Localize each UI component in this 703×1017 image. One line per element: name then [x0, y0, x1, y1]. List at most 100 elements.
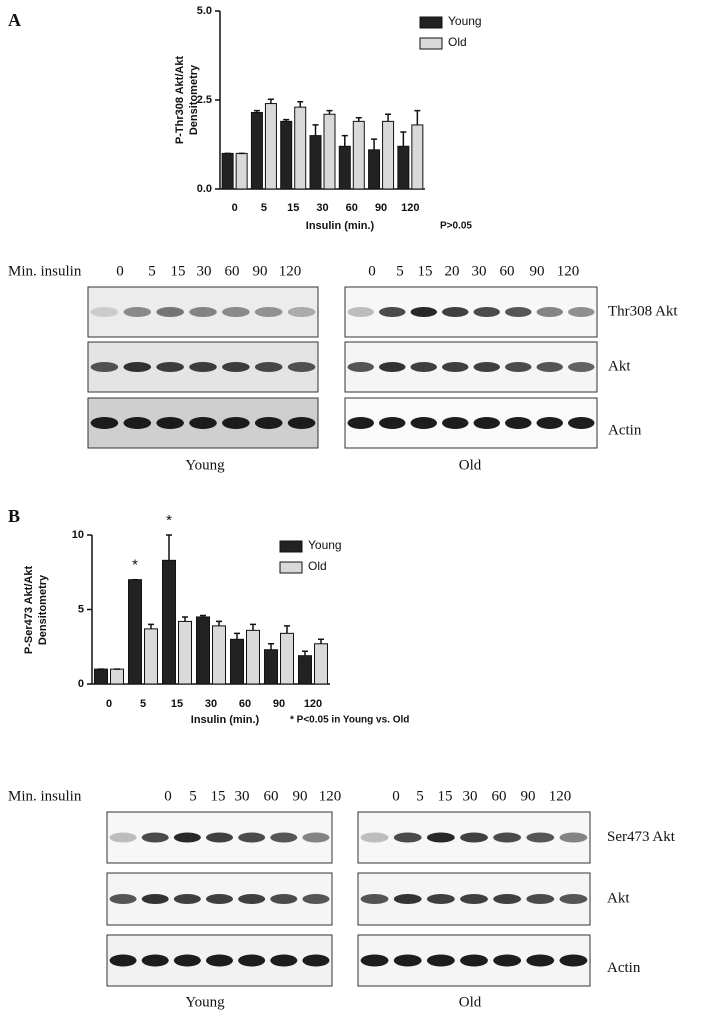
- y-tick-label: 5: [78, 603, 84, 615]
- lane-label: 0: [164, 788, 172, 804]
- lane-label: 120: [319, 788, 342, 804]
- lane-label: 30: [463, 788, 478, 804]
- error-bar: [326, 109, 333, 115]
- blot-band: [410, 417, 437, 429]
- blot-band: [379, 362, 406, 372]
- blot-band: [460, 954, 488, 967]
- bar: [264, 649, 278, 685]
- blot-band: [287, 362, 316, 372]
- blot-band: [189, 417, 217, 429]
- blot-band: [426, 832, 455, 843]
- bar: [221, 152, 234, 190]
- bar: [264, 103, 277, 190]
- lane-label: 90: [530, 263, 545, 279]
- blot-band: [460, 832, 488, 843]
- bar: [323, 113, 336, 190]
- error-bar: [166, 534, 172, 561]
- y-tick-label: 0.0: [197, 183, 212, 195]
- y-tick-label: 10: [72, 529, 84, 541]
- blot-band: [238, 954, 266, 967]
- y-tick-label: 2.5: [197, 94, 212, 106]
- blot-band: [90, 362, 119, 372]
- error-bar: [302, 650, 308, 656]
- blot-band: [505, 362, 532, 372]
- blot-band: [141, 894, 169, 904]
- x-tick-label: 90: [375, 202, 387, 214]
- bar: [235, 152, 248, 190]
- blot-band: [493, 832, 522, 843]
- bar: [162, 559, 176, 685]
- blot-band: [493, 894, 522, 904]
- blot-band: [173, 832, 201, 843]
- blot-band: [109, 832, 137, 843]
- error-bar: [200, 614, 206, 617]
- blot-band: [360, 894, 389, 904]
- blot-band: [90, 307, 119, 317]
- blot-band: [222, 362, 250, 372]
- x-tick-label: 120: [304, 698, 322, 710]
- y-axis-label: Densitometry: [188, 64, 200, 135]
- error-bar: [234, 632, 240, 640]
- legend-label: Old: [308, 559, 327, 573]
- group-label: Old: [459, 994, 482, 1010]
- blot-band: [254, 307, 283, 317]
- row-label: Akt: [608, 358, 631, 374]
- blot-band: [360, 954, 389, 967]
- legend-label: Old: [448, 35, 467, 49]
- panel-label: B: [8, 506, 20, 526]
- blot-band: [493, 954, 522, 967]
- bar: [110, 668, 124, 685]
- blot-band: [302, 894, 330, 904]
- lane-label: 120: [557, 263, 580, 279]
- error-bar: [267, 98, 274, 104]
- y-tick-label: 0: [78, 678, 84, 690]
- row-label: Actin: [608, 422, 642, 438]
- legend-label: Young: [448, 14, 482, 28]
- blot-band: [526, 894, 555, 904]
- error-bar: [253, 109, 260, 113]
- blot-band: [287, 307, 316, 317]
- annotation: *: [166, 512, 172, 529]
- bar: [128, 579, 142, 685]
- blot-band: [141, 832, 169, 843]
- x-tick-label: 30: [205, 698, 217, 710]
- blot-band: [254, 417, 283, 429]
- x-tick-label: 0: [106, 698, 112, 710]
- error-bar: [371, 138, 378, 150]
- blot-band: [393, 954, 422, 967]
- bar: [230, 638, 244, 685]
- lane-label: 5: [148, 263, 156, 279]
- group-label: Young: [185, 994, 225, 1010]
- blot-band: [222, 307, 250, 317]
- blot-band: [568, 307, 595, 317]
- y-axis-label: Densitometry: [37, 574, 49, 645]
- blot-band: [347, 362, 374, 372]
- blot-band: [426, 894, 455, 904]
- blot-band: [189, 362, 217, 372]
- error-bar: [216, 620, 222, 626]
- bar: [280, 120, 293, 190]
- blot-band: [123, 307, 152, 317]
- blot-band: [238, 894, 266, 904]
- error-bar: [355, 117, 362, 122]
- row-label: Thr308 Akt: [608, 303, 678, 319]
- blot-band: [526, 832, 555, 843]
- blot-band: [302, 832, 330, 843]
- lane-label: 90: [253, 263, 268, 279]
- blot-band: [90, 417, 119, 429]
- blot-band: [442, 417, 469, 429]
- lane-label: 15: [418, 263, 433, 279]
- blot-band: [360, 832, 389, 843]
- blot-band: [270, 832, 298, 843]
- x-axis-label: Insulin (min.): [306, 220, 375, 232]
- bar: [94, 668, 108, 685]
- legend-swatch: [419, 16, 443, 29]
- y-axis-label: P-Ser473 Akt/Akt: [23, 566, 35, 655]
- y-tick-label: 5.0: [197, 5, 212, 17]
- note: * P<0.05 in Young vs. Old: [290, 715, 409, 726]
- blot-band: [109, 954, 137, 967]
- bar: [246, 629, 260, 685]
- blot-band: [287, 417, 316, 429]
- blot-band: [123, 362, 152, 372]
- lane-label: 15: [211, 788, 226, 804]
